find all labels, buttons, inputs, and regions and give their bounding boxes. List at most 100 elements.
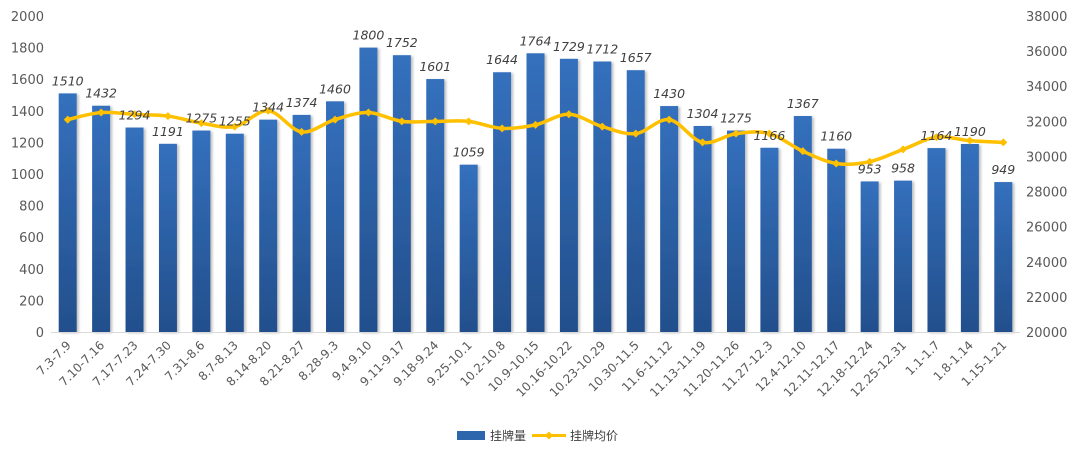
bar-data-label: 1374: [286, 95, 318, 110]
bar: [526, 53, 545, 333]
bar: [392, 55, 411, 333]
line-point: [63, 115, 72, 124]
bar: [894, 180, 913, 332]
line-point: [297, 127, 306, 136]
y2-tick-label: 26000: [1026, 221, 1067, 236]
y2-tick-label: 22000: [1026, 291, 1067, 306]
y-tick-label: 1200: [11, 136, 44, 151]
bar: [192, 130, 211, 332]
legend-swatch-bar: [457, 431, 485, 440]
bar: [760, 147, 779, 332]
bar: [158, 143, 177, 332]
line-point: [564, 110, 573, 119]
bar-data-label: 1712: [586, 42, 618, 57]
line-point: [364, 108, 373, 117]
bar-data-label: 1430: [653, 86, 685, 101]
bar-data-label: 958: [891, 161, 915, 176]
bar-data-label: 1304: [687, 106, 719, 121]
bar-data-label: 1729: [553, 39, 585, 54]
y-tick-label: 1000: [11, 168, 44, 183]
bar-data-label: 1367: [787, 96, 819, 111]
bar: [559, 58, 578, 333]
x-axis: 7.3-7.97.10-7.167.17-7.237.24-7.307.31-8…: [34, 332, 1020, 400]
y-tick-label: 400: [19, 263, 44, 278]
y-tick-label: 2000: [11, 10, 44, 25]
line-point: [999, 138, 1008, 147]
legend-label-bar: 挂牌量: [490, 429, 526, 443]
line-point: [665, 115, 674, 124]
bar: [92, 105, 111, 332]
line-point: [230, 122, 239, 131]
y2-tick-label: 38000: [1026, 10, 1067, 25]
bar-data-label: 953: [858, 161, 882, 176]
bar-data-label: 1190: [954, 124, 986, 139]
bar: [259, 119, 278, 332]
line-point: [631, 129, 640, 138]
y-tick-label: 1400: [11, 105, 44, 120]
legend: 挂牌量 挂牌均价: [457, 429, 618, 443]
bar-data-label: 1657: [620, 50, 652, 65]
line-point: [598, 122, 607, 131]
bar: [693, 125, 712, 332]
bar: [660, 106, 679, 332]
y2-tick-label: 36000: [1026, 45, 1067, 60]
y2-tick-label: 28000: [1026, 186, 1067, 201]
y-tick-label: 1800: [11, 42, 44, 57]
line-point: [264, 106, 273, 115]
bar: [125, 127, 144, 332]
bar-data-label: 1752: [386, 35, 418, 50]
bar: [225, 133, 244, 332]
y-tick-label: 1600: [11, 73, 44, 88]
right-axis: 20000 22000 24000 26000 28000 30000 32000 34000…: [1026, 10, 1067, 341]
line-point: [163, 112, 172, 121]
bar: [626, 70, 645, 332]
bar-data-label: 1644: [486, 52, 518, 67]
bar: [493, 72, 512, 333]
y-tick-label: 600: [19, 231, 44, 246]
bar-data-label: 1166: [753, 128, 785, 143]
line-point: [832, 159, 841, 168]
y-tick-label: 0: [36, 326, 44, 341]
bar-data-label: 1800: [353, 28, 385, 43]
line-point: [531, 120, 540, 129]
line-point: [197, 119, 206, 128]
line-point: [97, 108, 106, 117]
bar-data-label: 1164: [921, 128, 953, 143]
bar-data-label: 1059: [453, 145, 485, 160]
bar: [927, 148, 946, 332]
bar: [793, 116, 812, 332]
line-point: [899, 145, 908, 154]
bar: [459, 164, 478, 332]
line-series: [63, 106, 1008, 168]
line-point: [130, 110, 139, 119]
bar: [994, 182, 1013, 332]
bar: [860, 181, 879, 332]
bar: [359, 47, 378, 332]
y2-tick-label: 24000: [1026, 256, 1067, 271]
line-point: [932, 133, 941, 142]
bar-data-label: 1764: [520, 33, 552, 48]
y-tick-label: 800: [19, 200, 44, 215]
bar-series: [58, 47, 1013, 333]
bar-data-label: 1275: [185, 111, 217, 126]
line-point: [331, 115, 340, 124]
bar: [593, 61, 612, 333]
line-point: [498, 124, 507, 133]
line-point: [865, 157, 874, 166]
bar-data-label: 1160: [820, 129, 852, 144]
legend-label-line: 挂牌均价: [570, 429, 618, 443]
bar-data-label: 1255: [219, 114, 251, 129]
y2-tick-label: 32000: [1026, 115, 1067, 130]
line-point: [798, 147, 807, 156]
bar-data-label: 1601: [419, 59, 451, 74]
bar-data-label: 1191: [152, 124, 184, 139]
bar-data-label: 949: [991, 162, 1015, 177]
bar-data-label: 1510: [52, 73, 84, 88]
legend-marker: [545, 431, 553, 440]
bar-data-label: 1460: [319, 81, 351, 96]
line-point: [698, 138, 707, 147]
line-point: [965, 136, 974, 145]
left-axis: 0 200 400 600 800 1000 1200 1400 1600 1800 2000: [11, 10, 44, 341]
